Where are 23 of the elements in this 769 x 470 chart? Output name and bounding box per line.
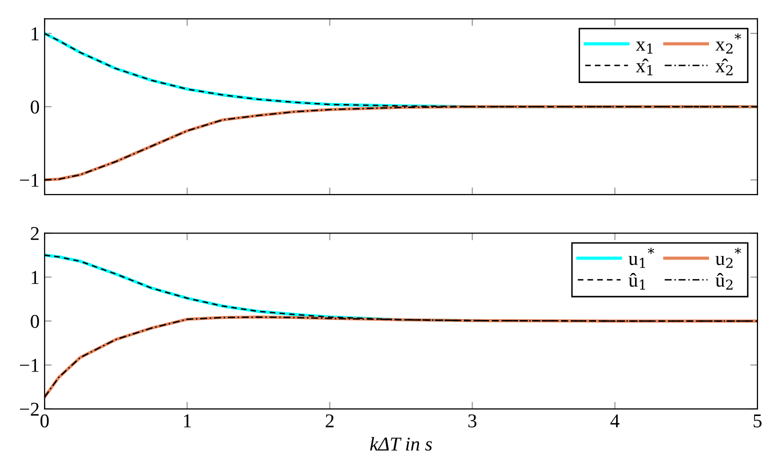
- y-tick-label: −1: [20, 358, 39, 372]
- x-tick-label: 0: [40, 414, 49, 428]
- legend-label: û$_{2}$: [716, 273, 732, 290]
- y-tick-label: −1: [20, 174, 39, 187]
- y-tick-label: 0: [30, 100, 39, 114]
- legend-label: x$_{2}$$^{*}$: [715, 33, 742, 54]
- legend-label: x̂$_{2}$: [715, 58, 732, 76]
- x-tick-label: 5: [754, 414, 762, 428]
- x-axis-title: kΔT in s: [370, 436, 432, 451]
- legend-label: x̂$_{1}$: [636, 58, 652, 76]
- y-tick-label: 1: [32, 271, 39, 284]
- legend-label: û$_{1}$: [628, 273, 645, 290]
- y-tick-label: 2: [30, 227, 39, 240]
- y-tick-label: 0: [30, 314, 39, 328]
- y-tick-label: 1: [32, 27, 39, 40]
- legend-label: x$_{1}$: [636, 42, 652, 54]
- x-tick-label: 3: [468, 414, 476, 428]
- x-tick-label: 4: [610, 414, 620, 428]
- x-tick-label: 1: [184, 414, 191, 428]
- legend-label: u$_{2}$$^{*}$: [716, 248, 742, 268]
- y-tick-label: −2: [20, 402, 39, 416]
- legend-label: u$_{1}$$^{*}$: [628, 248, 654, 268]
- x-tick-label: 2: [326, 414, 334, 428]
